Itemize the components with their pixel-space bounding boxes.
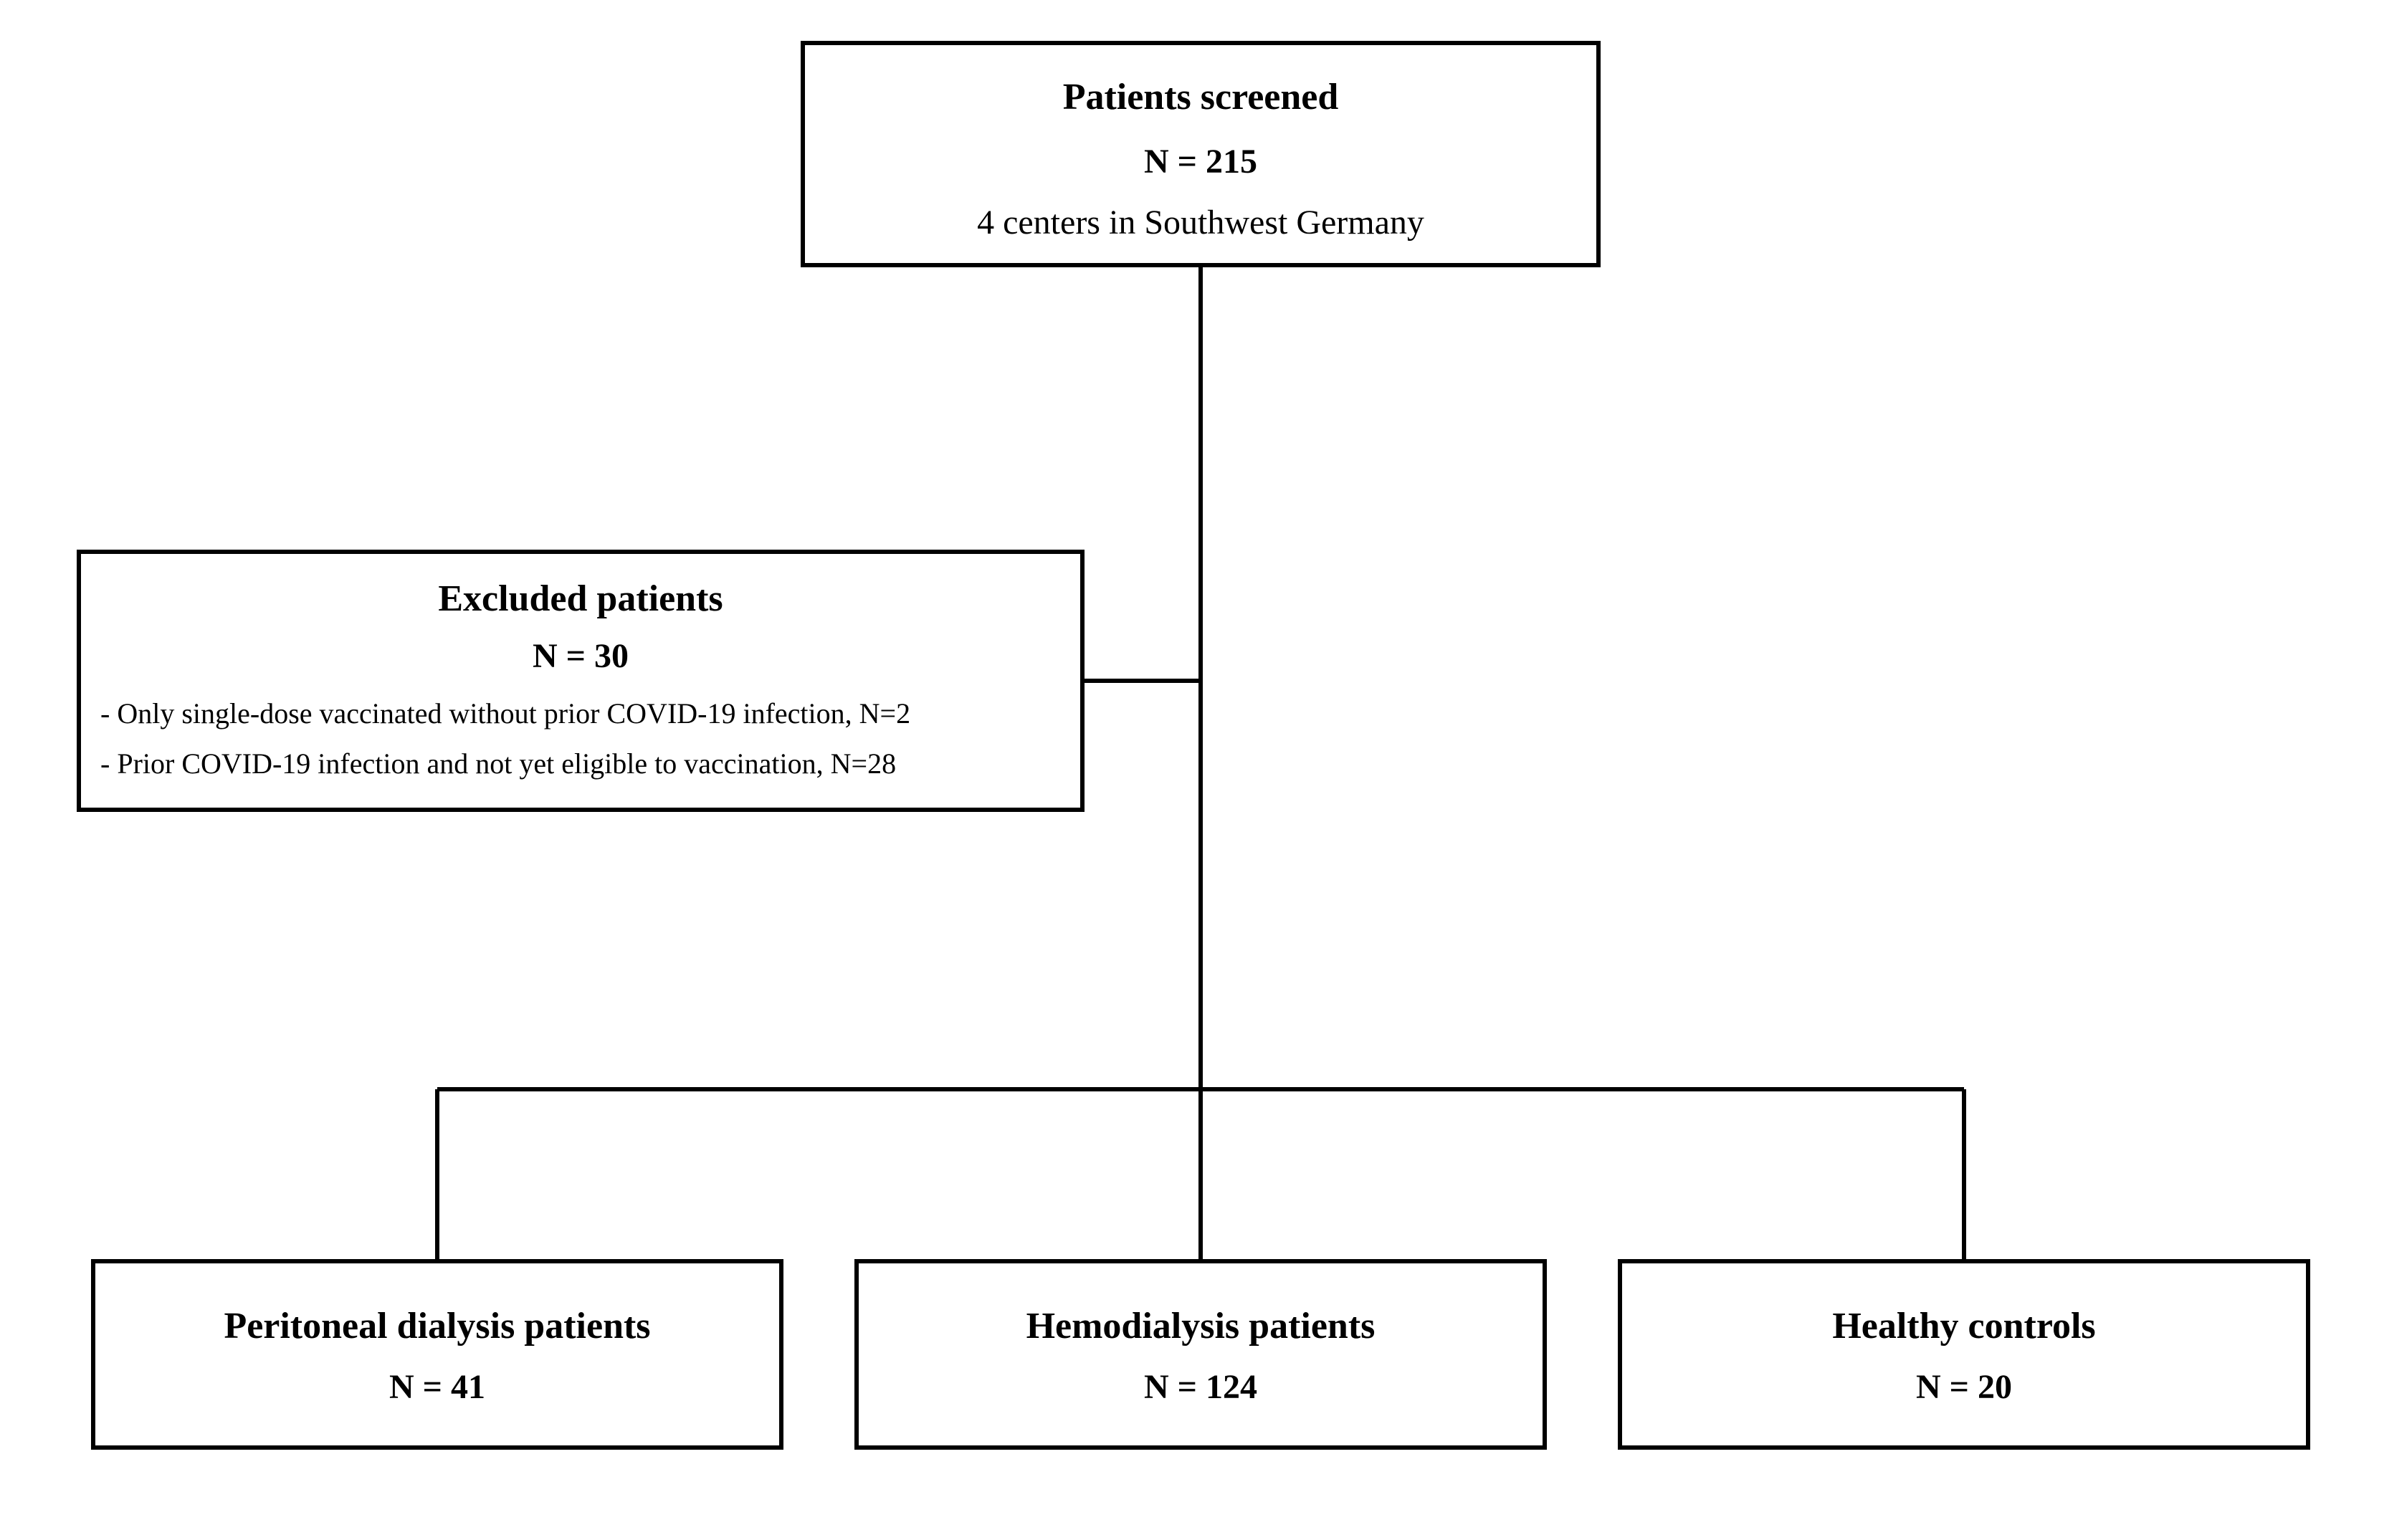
- excluded-title: Excluded patients: [438, 578, 723, 619]
- excluded-detail-1: - Prior COVID-19 infection and not yet e…: [100, 747, 896, 780]
- box-pd: [93, 1261, 781, 1448]
- hc-title: Healthy controls: [1832, 1306, 2095, 1347]
- hc-count: N = 20: [1916, 1368, 2012, 1406]
- flowchart: Patients screened N = 215 4 centers in Sou…: [0, 0, 2407, 1540]
- pd-title: Peritoneal dialysis patients: [224, 1306, 650, 1347]
- excluded-count: N = 30: [533, 637, 629, 675]
- box-hd: [857, 1261, 1545, 1448]
- screened-subtitle: 4 centers in Southwest Germany: [977, 204, 1424, 241]
- box-hc: [1620, 1261, 2308, 1448]
- hd-title: Hemodialysis patients: [1026, 1306, 1376, 1347]
- excluded-detail-0: - Only single-dose vaccinated without pr…: [100, 697, 910, 730]
- pd-count: N = 41: [389, 1368, 485, 1406]
- screened-count: N = 215: [1144, 143, 1257, 181]
- hd-count: N = 124: [1144, 1368, 1257, 1406]
- screened-title: Patients screened: [1063, 77, 1339, 118]
